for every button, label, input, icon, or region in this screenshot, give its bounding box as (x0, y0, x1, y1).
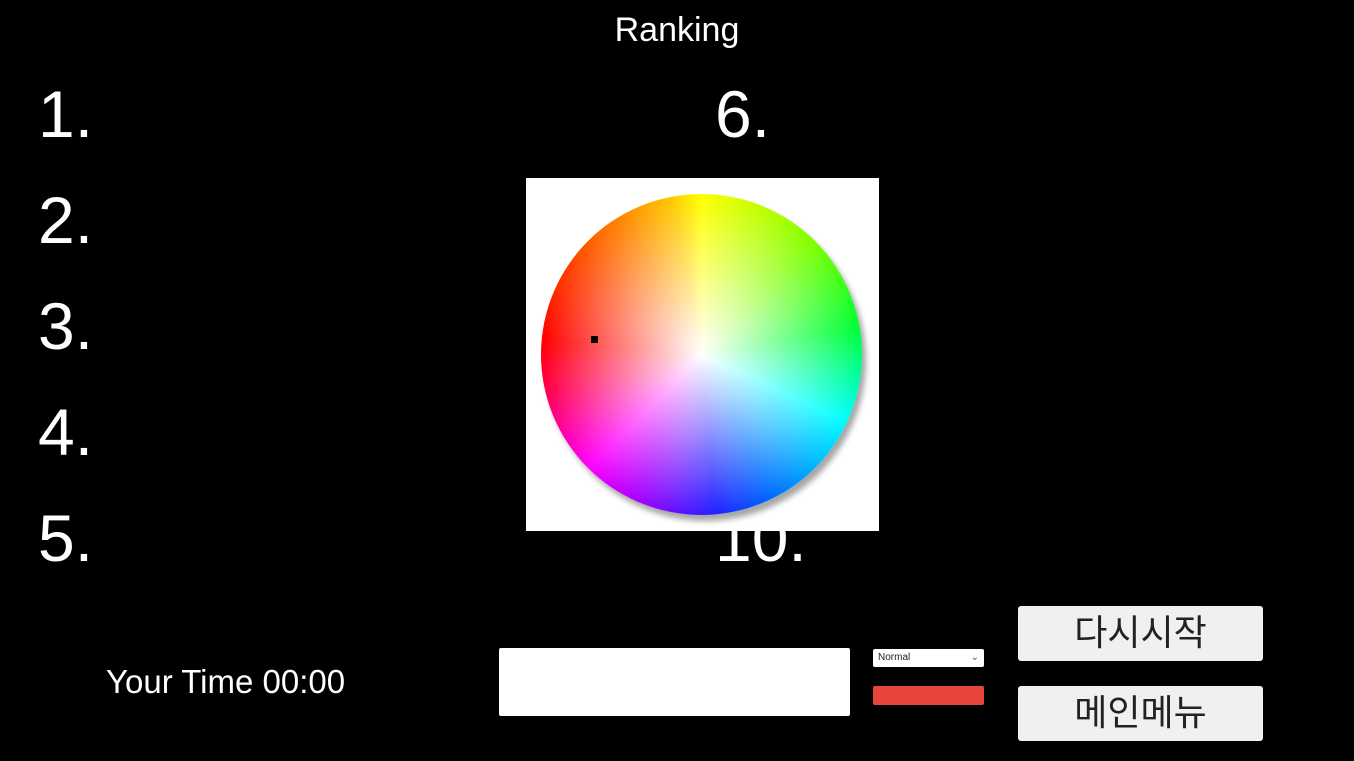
page-title: Ranking (614, 11, 740, 49)
your-time-label: Your Time 00:00 (106, 663, 346, 700)
color-picker-panel[interactable] (526, 178, 879, 531)
chevron-down-icon: ⌄ (970, 652, 979, 663)
selected-color-swatch[interactable] (873, 686, 984, 705)
color-wheel[interactable] (541, 194, 862, 515)
mode-dropdown[interactable]: Normal ⌄ (873, 649, 984, 667)
mode-dropdown-value: Normal (878, 652, 911, 663)
main-menu-button[interactable]: 메인메뉴 (1018, 686, 1263, 741)
name-input[interactable] (499, 648, 850, 716)
restart-button[interactable]: 다시시작 (1018, 606, 1263, 661)
rank-2: 2. (38, 183, 94, 257)
rank-3: 3. (38, 289, 94, 363)
rank-4: 4. (38, 395, 94, 469)
rank-5: 5. (38, 501, 94, 575)
rank-1: 1. (38, 77, 94, 151)
rank-6: 6. (715, 77, 771, 151)
color-wheel-cursor[interactable] (591, 336, 598, 343)
